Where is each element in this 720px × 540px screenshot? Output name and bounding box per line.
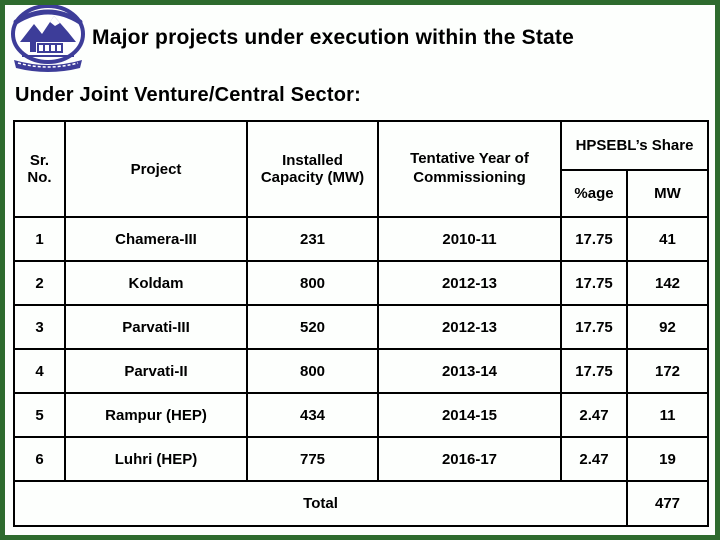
cell-project: Parvati-III (64, 304, 248, 350)
total-value: 477 (625, 480, 710, 527)
cell-sr-no: 1 (13, 216, 66, 262)
cell-capacity: 800 (246, 348, 379, 394)
table-row: 1 Chamera-III 231 2010-11 17.75 41 (13, 216, 710, 262)
cell-year: 2012-13 (377, 304, 562, 350)
cell-share-pct: 17.75 (560, 260, 628, 306)
table-row: 5 Rampur (HEP) 434 2014-15 2.47 11 (13, 392, 710, 438)
hpsebl-emblem-icon (8, 4, 90, 74)
table-row: 2 Koldam 800 2012-13 17.75 142 (13, 260, 710, 306)
cell-sr-no: 2 (13, 260, 66, 306)
total-row: Total 477 (13, 480, 710, 527)
cell-sr-no: 6 (13, 436, 66, 482)
cell-year: 2014-15 (377, 392, 562, 438)
table-row: 6 Luhri (HEP) 775 2016-17 2.47 19 (13, 436, 710, 482)
cell-share-mw: 142 (625, 260, 710, 306)
hpsebl-emblem-graphic (11, 4, 85, 72)
cell-share-pct: 17.75 (560, 304, 628, 350)
table-row: 4 Parvati-II 800 2013-14 17.75 172 (13, 348, 710, 394)
cell-capacity: 775 (246, 436, 379, 482)
cell-sr-no: 3 (13, 304, 66, 350)
cell-share-mw: 41 (625, 216, 710, 262)
total-label: Total (13, 480, 628, 527)
col-header-share-pct: %age (560, 169, 628, 218)
cell-year: 2012-13 (377, 260, 562, 306)
cell-year: 2016-17 (377, 436, 562, 482)
cell-project: Rampur (HEP) (64, 392, 248, 438)
col-header-share-mw: MW (625, 169, 710, 218)
cell-share-mw: 11 (625, 392, 710, 438)
cell-share-pct: 17.75 (560, 216, 628, 262)
table-row: 3 Parvati-III 520 2012-13 17.75 92 (13, 304, 710, 350)
col-header-sr-no: Sr. No. (13, 120, 66, 218)
cell-project: Chamera-III (64, 216, 248, 262)
cell-year: 2013-14 (377, 348, 562, 394)
col-header-year: Tentative Year of Commissioning (377, 120, 562, 218)
cell-share-pct: 2.47 (560, 392, 628, 438)
col-header-capacity: Installed Capacity (MW) (246, 120, 379, 218)
cell-project: Koldam (64, 260, 248, 306)
cell-share-pct: 2.47 (560, 436, 628, 482)
cell-project: Luhri (HEP) (64, 436, 248, 482)
slide-subtitle: Under Joint Venture/Central Sector: (15, 84, 361, 106)
cell-capacity: 520 (246, 304, 379, 350)
cell-share-pct: 17.75 (560, 348, 628, 394)
header-row-1: Sr. No. Project Installed Capacity (MW) … (13, 120, 710, 218)
cell-share-mw: 172 (625, 348, 710, 394)
cell-capacity: 231 (246, 216, 379, 262)
cell-project: Parvati-II (64, 348, 248, 394)
cell-share-mw: 19 (625, 436, 710, 482)
cell-sr-no: 5 (13, 392, 66, 438)
projects-table: Sr. No. Project Installed Capacity (MW) … (13, 120, 710, 527)
cell-capacity: 800 (246, 260, 379, 306)
cell-capacity: 434 (246, 392, 379, 438)
cell-share-mw: 92 (625, 304, 710, 350)
cell-year: 2010-11 (377, 216, 562, 262)
slide-title: Major projects under execution within th… (92, 26, 574, 49)
col-header-share: HPSEBL’s Share (559, 120, 710, 171)
cell-sr-no: 4 (13, 348, 66, 394)
col-header-project: Project (64, 120, 248, 218)
header-row-2: %age MW (14, 169, 710, 218)
